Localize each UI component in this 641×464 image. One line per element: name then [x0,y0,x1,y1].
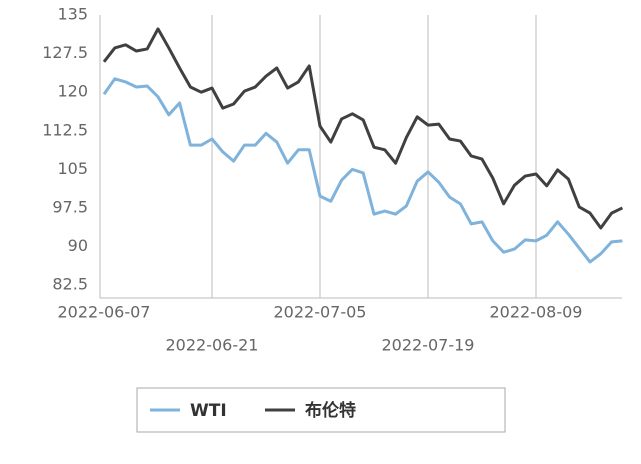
x-tick-label: 2022-06-07 [58,303,151,322]
y-tick-label: 97.5 [52,197,88,216]
legend-box [136,387,506,433]
x-tick-label: 2022-08-09 [490,303,583,322]
y-tick-label: 120 [57,82,88,101]
x-tick-label: 2022-07-05 [274,303,367,322]
y-tick-label: 135 [57,5,88,24]
y-tick-label: 112.5 [42,120,88,139]
series-line [102,77,623,264]
y-tick-label: 90 [68,236,88,255]
x-tick-label: 2022-07-19 [382,336,475,355]
y-tick-label: 127.5 [42,43,88,62]
legend-text: 布伦特 [305,400,356,421]
series-line [102,27,624,230]
x-tick-label: 2022-06-21 [166,336,259,355]
legend-text: WTI [190,401,227,421]
y-tick-label: 105 [57,159,88,178]
y-tick-label: 82.5 [52,275,88,294]
